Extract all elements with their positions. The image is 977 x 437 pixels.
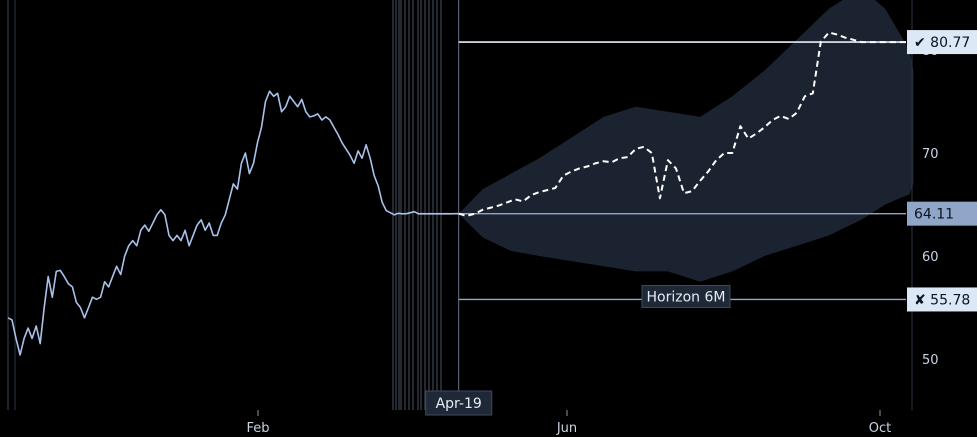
current-date-label: Apr-19	[436, 396, 482, 412]
current-date-badge	[425, 390, 493, 416]
horizon-badge	[641, 284, 731, 308]
upper-target-badge	[907, 30, 977, 55]
history-line	[7, 90, 459, 356]
current-value-label: 64.11	[914, 207, 954, 223]
y-tick-label: 60	[922, 250, 939, 265]
lower-target-label: ✘ 55.78	[914, 292, 970, 308]
upper-target-label: ✔ 80.77	[914, 35, 970, 51]
x-tick-label: Oct	[869, 421, 891, 436]
x-axis: Feb Jun Oct	[246, 410, 891, 436]
y-tick-label: 50	[922, 353, 939, 368]
horizon-label: Horizon 6M	[647, 289, 726, 305]
lower-target-badge	[907, 287, 977, 312]
projection-band	[458, 0, 914, 282]
current-value-badge	[907, 201, 977, 226]
x-tick-label: Jun	[556, 421, 577, 436]
plot-area	[7, 0, 914, 410]
x-tick-label: Feb	[246, 421, 269, 436]
price-labels: Apr-19 Horizon 6M ✔ 80.77 64.11 ✘ 55.78	[425, 30, 977, 416]
projection-line	[458, 31, 914, 217]
y-tick-label: 70	[922, 147, 939, 162]
